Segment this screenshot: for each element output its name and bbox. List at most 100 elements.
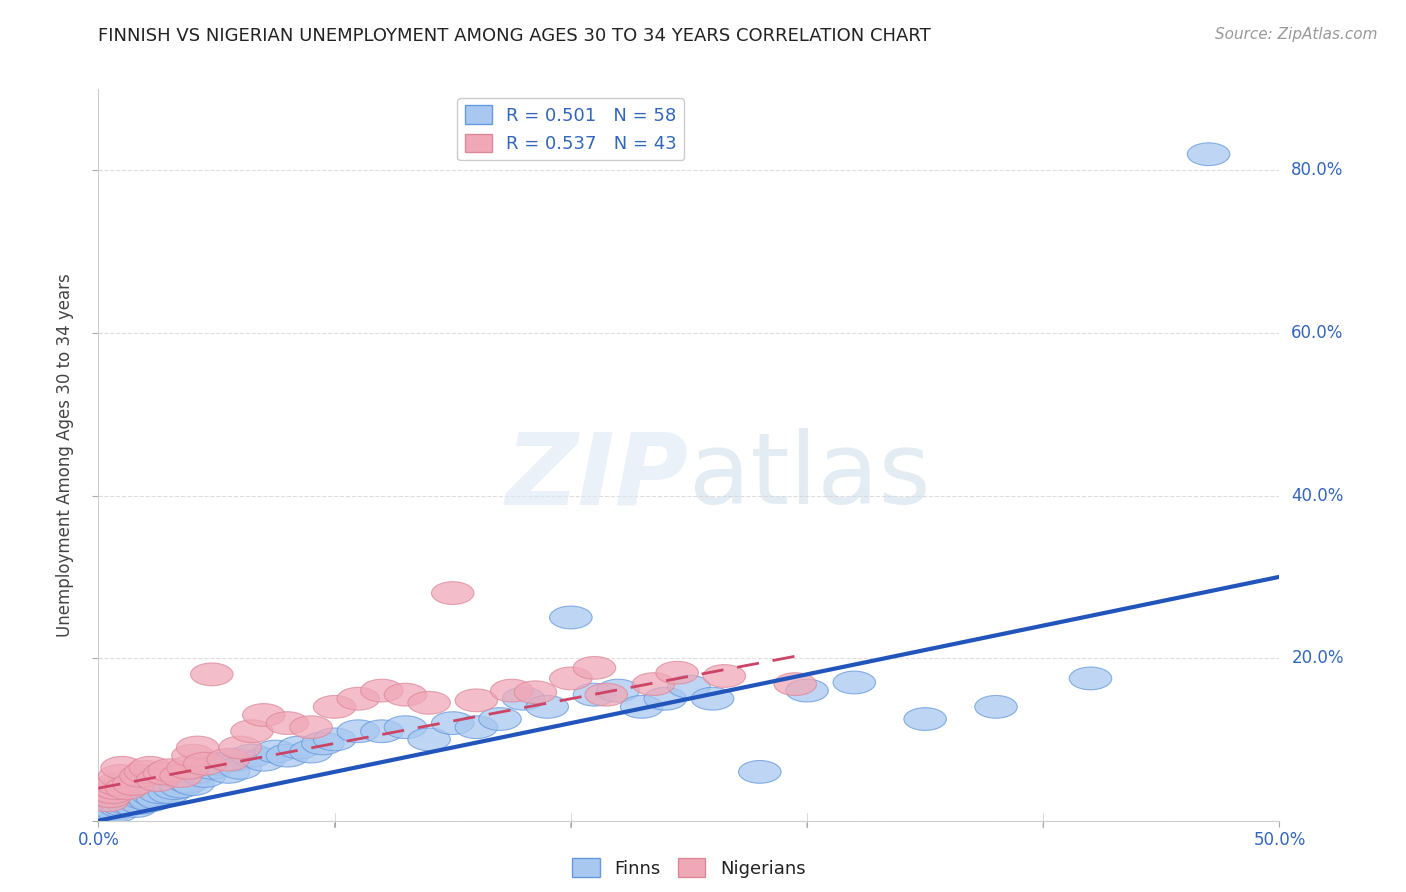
Ellipse shape — [242, 704, 285, 726]
Ellipse shape — [115, 795, 157, 817]
Ellipse shape — [596, 679, 640, 702]
Ellipse shape — [360, 720, 404, 743]
Ellipse shape — [91, 780, 134, 804]
Ellipse shape — [219, 736, 262, 759]
Ellipse shape — [148, 780, 191, 804]
Ellipse shape — [337, 720, 380, 743]
Ellipse shape — [105, 777, 148, 799]
Ellipse shape — [266, 712, 309, 734]
Ellipse shape — [136, 787, 179, 809]
Ellipse shape — [195, 752, 238, 775]
Ellipse shape — [904, 707, 946, 731]
Ellipse shape — [160, 764, 202, 788]
Ellipse shape — [456, 715, 498, 739]
Ellipse shape — [214, 748, 257, 771]
Ellipse shape — [491, 679, 533, 702]
Ellipse shape — [183, 764, 226, 788]
Ellipse shape — [290, 740, 332, 763]
Ellipse shape — [120, 791, 162, 814]
Ellipse shape — [124, 785, 167, 807]
Ellipse shape — [692, 688, 734, 710]
Ellipse shape — [101, 756, 143, 780]
Ellipse shape — [96, 772, 139, 796]
Ellipse shape — [242, 748, 285, 771]
Ellipse shape — [120, 764, 162, 788]
Ellipse shape — [655, 661, 699, 684]
Ellipse shape — [160, 775, 202, 797]
Ellipse shape — [96, 799, 139, 822]
Ellipse shape — [1069, 667, 1112, 690]
Ellipse shape — [176, 736, 219, 759]
Ellipse shape — [585, 683, 627, 706]
Ellipse shape — [703, 665, 745, 688]
Legend: Finns, Nigerians: Finns, Nigerians — [565, 851, 813, 885]
Ellipse shape — [773, 673, 817, 696]
Ellipse shape — [98, 764, 141, 788]
Ellipse shape — [89, 785, 132, 807]
Text: 80.0%: 80.0% — [1291, 161, 1344, 179]
Ellipse shape — [89, 801, 132, 824]
Ellipse shape — [231, 720, 273, 743]
Ellipse shape — [526, 696, 568, 718]
Ellipse shape — [94, 797, 136, 820]
Ellipse shape — [219, 756, 262, 780]
Ellipse shape — [478, 707, 522, 731]
Ellipse shape — [191, 756, 233, 780]
Ellipse shape — [254, 740, 297, 763]
Ellipse shape — [101, 793, 143, 816]
Ellipse shape — [278, 736, 321, 759]
Ellipse shape — [172, 744, 214, 767]
Ellipse shape — [124, 761, 167, 783]
Ellipse shape — [456, 689, 498, 712]
Ellipse shape — [314, 696, 356, 718]
Ellipse shape — [301, 732, 344, 755]
Ellipse shape — [668, 675, 710, 698]
Ellipse shape — [139, 780, 181, 804]
Ellipse shape — [786, 679, 828, 702]
Ellipse shape — [87, 789, 129, 812]
Ellipse shape — [738, 761, 782, 783]
Ellipse shape — [148, 759, 191, 781]
Ellipse shape — [314, 728, 356, 751]
Ellipse shape — [384, 683, 427, 706]
Ellipse shape — [644, 688, 686, 710]
Ellipse shape — [1187, 143, 1230, 166]
Ellipse shape — [167, 756, 209, 780]
Ellipse shape — [207, 748, 250, 771]
Ellipse shape — [574, 657, 616, 679]
Y-axis label: Unemployment Among Ages 30 to 34 years: Unemployment Among Ages 30 to 34 years — [56, 273, 75, 637]
Ellipse shape — [266, 744, 309, 767]
Ellipse shape — [633, 673, 675, 696]
Ellipse shape — [94, 777, 136, 799]
Ellipse shape — [176, 761, 219, 783]
Ellipse shape — [574, 683, 616, 706]
Ellipse shape — [974, 696, 1018, 718]
Ellipse shape — [290, 715, 332, 739]
Ellipse shape — [143, 762, 186, 785]
Ellipse shape — [105, 791, 148, 814]
Ellipse shape — [502, 688, 546, 710]
Ellipse shape — [408, 728, 450, 751]
Ellipse shape — [112, 789, 155, 812]
Ellipse shape — [432, 712, 474, 734]
Ellipse shape — [122, 787, 165, 809]
Ellipse shape — [207, 761, 250, 783]
Text: FINNISH VS NIGERIAN UNEMPLOYMENT AMONG AGES 30 TO 34 YEARS CORRELATION CHART: FINNISH VS NIGERIAN UNEMPLOYMENT AMONG A… — [98, 27, 931, 45]
Ellipse shape — [408, 691, 450, 714]
Text: Source: ZipAtlas.com: Source: ZipAtlas.com — [1215, 27, 1378, 42]
Text: ZIP: ZIP — [506, 428, 689, 525]
Ellipse shape — [231, 744, 273, 767]
Text: 20.0%: 20.0% — [1291, 649, 1344, 667]
Ellipse shape — [153, 777, 195, 799]
Ellipse shape — [112, 772, 155, 796]
Text: atlas: atlas — [689, 428, 931, 525]
Ellipse shape — [337, 688, 380, 710]
Ellipse shape — [550, 606, 592, 629]
Text: 40.0%: 40.0% — [1291, 486, 1344, 505]
Ellipse shape — [132, 783, 174, 806]
Ellipse shape — [129, 789, 172, 812]
Ellipse shape — [129, 756, 172, 780]
Ellipse shape — [550, 667, 592, 690]
Text: 60.0%: 60.0% — [1291, 324, 1344, 342]
Ellipse shape — [167, 771, 209, 793]
